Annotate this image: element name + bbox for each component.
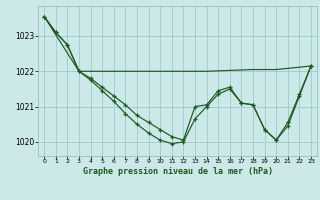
X-axis label: Graphe pression niveau de la mer (hPa): Graphe pression niveau de la mer (hPa) <box>83 167 273 176</box>
